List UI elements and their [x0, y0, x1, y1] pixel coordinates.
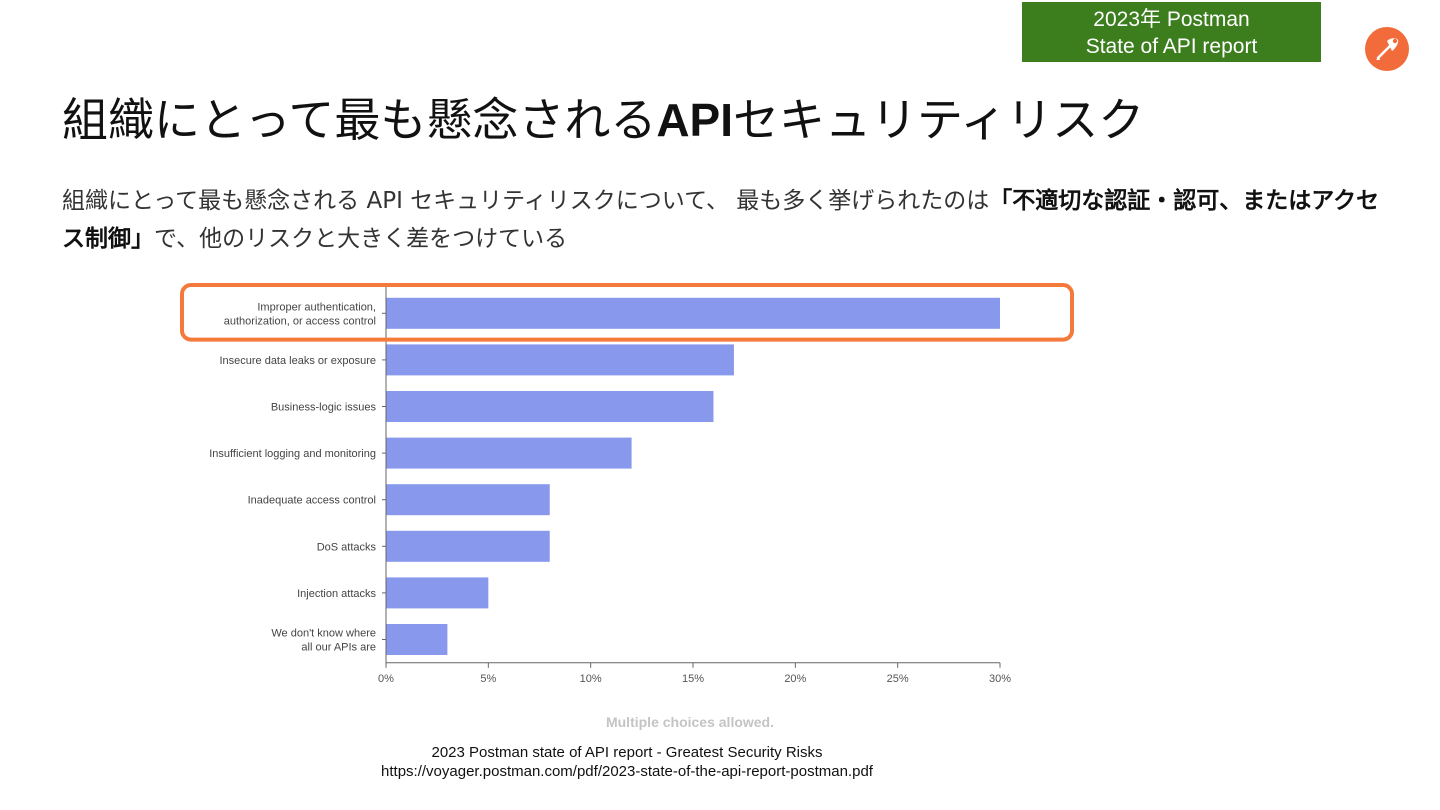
x-tick-label-1: 5% — [480, 673, 496, 685]
chart-note: Multiple choices allowed. — [605, 714, 775, 730]
bar-2 — [386, 391, 714, 422]
category-label-6: Injection attacks — [297, 588, 376, 600]
badge-line-2: State of API report — [1085, 35, 1258, 58]
desc-highlight: 「不適切な認証・認可、またはアクセス制御」 — [62, 188, 1380, 252]
x-tick-label-0: 0% — [378, 673, 394, 685]
bar-5 — [386, 530, 550, 562]
x-tick-label-4: 20% — [784, 673, 806, 685]
category-label-1: Insecure data leaks or exposure — [219, 355, 376, 367]
bar-6 — [386, 577, 489, 609]
bar-3 — [386, 437, 632, 469]
category-label-4: Inadequate access control — [248, 495, 376, 507]
security-risks-bar-chart: Improper authentication, authorization, o… — [180, 283, 1074, 685]
x-tick-label-5: 25% — [887, 673, 909, 685]
desc-post: で、他のリスクと大きく差をつけている — [154, 226, 568, 252]
postman-logo-icon — [1365, 27, 1409, 71]
category-label-5: DoS attacks — [317, 541, 377, 553]
description-text: 組織にとって最も懸念される API セキュリティリスクについて、 最も多く挙げら… — [62, 182, 1382, 258]
category-label-0: Improper authentication, authorization, o… — [224, 301, 376, 327]
source-title: 2023 Postman state of API report - Great… — [431, 744, 823, 761]
source-citation: 2023 Postman state of API report - Great… — [0, 743, 1254, 781]
bar-4 — [386, 484, 550, 516]
desc-pre: 組織にとって最も懸念される API セキュリティリスクについて、 最も多く挙げら… — [62, 188, 990, 214]
category-label-2: Business-logic issues — [271, 402, 377, 414]
bar-1 — [386, 344, 734, 376]
report-badge: 2023年 Postman State of API report — [1022, 2, 1321, 62]
badge-line-1: 2023年 Postman — [1093, 8, 1250, 31]
category-label-3: Insufficient logging and monitoring — [209, 448, 376, 460]
x-tick-label-6: 30% — [989, 673, 1011, 685]
category-label-7: We don't know where all our APIs are — [271, 628, 376, 654]
source-url[interactable]: https://voyager.postman.com/pdf/2023-sta… — [381, 763, 873, 780]
bar-7 — [386, 624, 448, 655]
x-tick-label-3: 15% — [682, 673, 704, 685]
highlight-box — [180, 283, 1074, 342]
page-title: 組織にとって最も懸念されるAPIセキュリティリスク — [62, 93, 1145, 147]
bar-0 — [386, 297, 1000, 329]
x-tick-label-2: 10% — [580, 673, 602, 685]
